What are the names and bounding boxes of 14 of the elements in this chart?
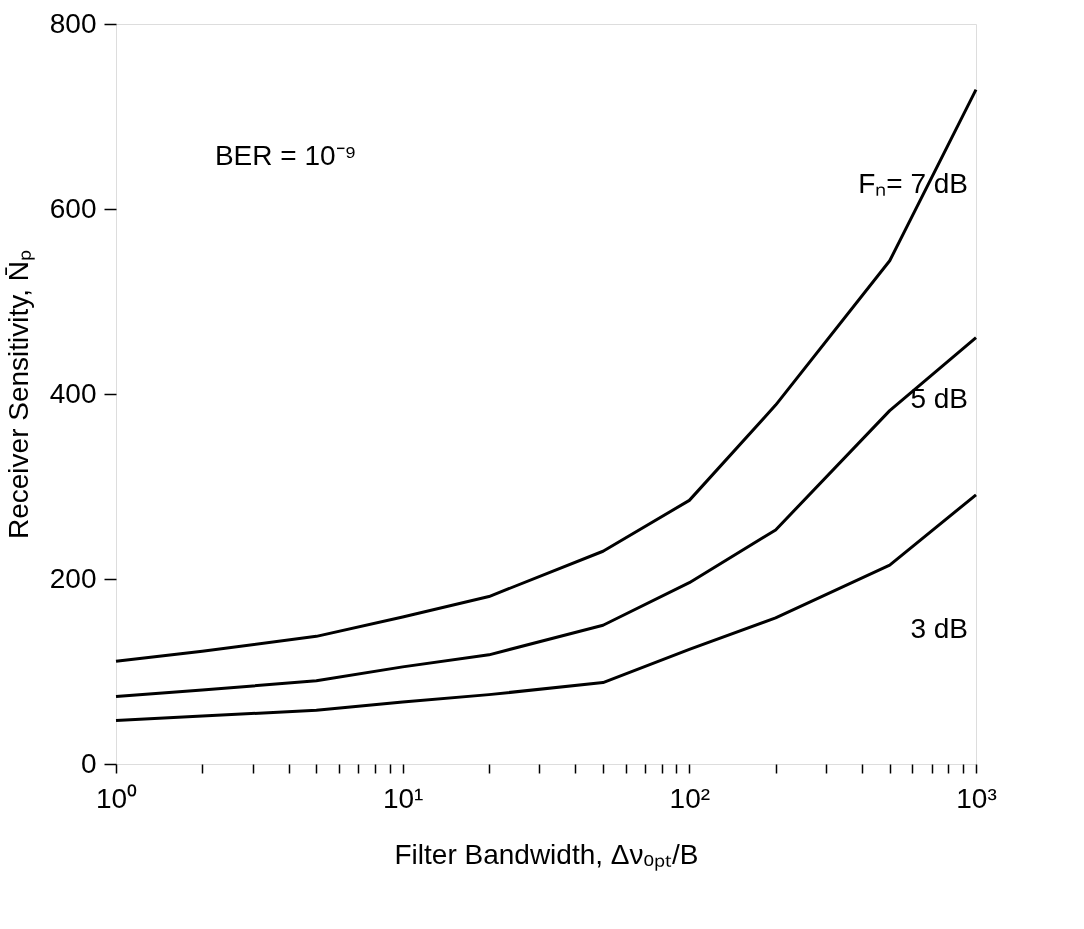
x-tick-label: 10⁰ <box>95 782 138 814</box>
series-label: 3 dB <box>910 612 968 644</box>
y-axis-title: Receiver Sensitivity, N̄ₚ <box>2 249 35 540</box>
x-axis-title: Filter Bandwidth, Δνₒₚₜ/B <box>394 838 699 871</box>
y-tick-label: 200 <box>49 562 97 594</box>
y-tick-label: 600 <box>49 192 97 224</box>
annotation: BER = 10⁻⁹ <box>214 140 357 172</box>
x-tick-label: 10² <box>669 782 711 814</box>
x-tick-label: 10³ <box>956 782 997 814</box>
x-tick-label: 10¹ <box>382 782 424 814</box>
y-tick-label: 800 <box>49 7 97 39</box>
series-label: Fₙ= 7 dB <box>858 167 968 199</box>
y-tick-label: 400 <box>49 377 97 409</box>
y-tick-label: 0 <box>80 747 97 779</box>
